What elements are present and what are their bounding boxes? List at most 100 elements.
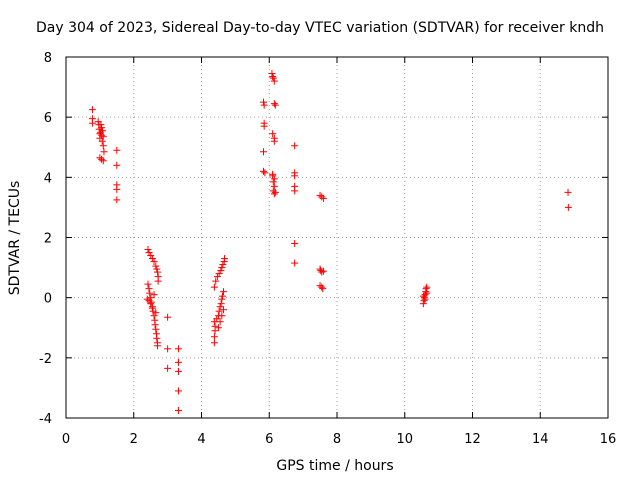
data-point bbox=[152, 325, 160, 333]
data-point bbox=[291, 187, 299, 195]
data-point bbox=[220, 306, 228, 314]
x-tick-labels: 0 2 4 6 8 10 12 14 16 bbox=[62, 432, 616, 447]
data-point bbox=[99, 157, 107, 165]
data-point bbox=[319, 267, 327, 275]
data-point bbox=[259, 167, 267, 175]
data-point bbox=[217, 267, 225, 275]
data-point bbox=[153, 268, 161, 276]
data-point bbox=[88, 119, 96, 127]
data-point bbox=[145, 249, 153, 257]
data-point bbox=[421, 295, 429, 303]
data-point bbox=[147, 252, 155, 260]
data-point bbox=[153, 265, 161, 273]
data-point bbox=[216, 303, 224, 311]
x-tick-label: 0 bbox=[62, 432, 70, 447]
data-point bbox=[261, 169, 269, 177]
data-point bbox=[174, 358, 182, 366]
data-point bbox=[164, 313, 172, 321]
data-point bbox=[269, 73, 277, 81]
data-point bbox=[143, 295, 151, 303]
data-point bbox=[564, 188, 572, 196]
x-tick-label: 12 bbox=[464, 432, 481, 447]
data-point bbox=[271, 101, 279, 109]
data-point bbox=[211, 327, 219, 335]
data-point bbox=[213, 315, 221, 323]
x-tick-label: 10 bbox=[396, 432, 413, 447]
data-point bbox=[217, 300, 225, 308]
data-point bbox=[219, 261, 227, 269]
data-point bbox=[316, 191, 324, 199]
data-point bbox=[153, 342, 161, 350]
x-tick-label: 14 bbox=[532, 432, 549, 447]
data-point bbox=[100, 148, 108, 156]
data-point bbox=[113, 161, 121, 169]
data-point bbox=[318, 268, 326, 276]
data-point bbox=[113, 146, 121, 154]
data-point bbox=[164, 364, 172, 372]
data-point bbox=[420, 294, 428, 302]
data-point bbox=[212, 277, 220, 285]
data-point bbox=[145, 285, 153, 293]
y-tick-label: 6 bbox=[44, 111, 52, 126]
data-point bbox=[270, 100, 278, 108]
data-point bbox=[319, 194, 327, 202]
data-point bbox=[291, 240, 299, 248]
data-point bbox=[419, 292, 427, 300]
x-tick-label: 16 bbox=[600, 432, 617, 447]
y-tick-label: 2 bbox=[44, 232, 52, 247]
data-point bbox=[270, 137, 278, 145]
data-point bbox=[422, 285, 430, 293]
data-point bbox=[147, 294, 155, 302]
data-point bbox=[174, 387, 182, 395]
axis-ticks bbox=[65, 56, 609, 419]
data-point bbox=[270, 175, 278, 183]
data-point bbox=[291, 172, 299, 180]
data-point bbox=[423, 283, 431, 291]
data-point bbox=[148, 255, 156, 263]
data-point bbox=[150, 291, 158, 299]
data-point bbox=[99, 142, 107, 150]
data-point bbox=[174, 367, 182, 375]
data-point bbox=[150, 258, 158, 266]
data-point bbox=[269, 74, 277, 82]
data-point bbox=[97, 121, 105, 129]
data-point bbox=[269, 178, 277, 186]
data-point bbox=[150, 312, 158, 320]
data-points bbox=[88, 70, 572, 414]
data-point bbox=[259, 148, 267, 156]
data-point bbox=[146, 289, 154, 297]
data-point bbox=[144, 280, 152, 288]
y-tick-label: 4 bbox=[44, 171, 52, 186]
y-tick-label: -2 bbox=[39, 352, 52, 367]
x-tick-label: 2 bbox=[130, 432, 138, 447]
data-point bbox=[174, 345, 182, 353]
data-point bbox=[318, 283, 326, 291]
data-point bbox=[99, 133, 107, 141]
data-point bbox=[152, 262, 160, 270]
data-point bbox=[113, 185, 121, 193]
data-point bbox=[99, 127, 107, 135]
chart-title: Day 304 of 2023, Sidereal Day-to-day VTE… bbox=[36, 20, 604, 36]
data-point bbox=[215, 307, 223, 315]
data-point bbox=[214, 324, 222, 332]
x-tick-label: 8 bbox=[333, 432, 341, 447]
y-tick-labels: -4 -2 0 2 4 6 8 bbox=[39, 51, 52, 427]
data-point bbox=[291, 142, 299, 150]
data-point bbox=[151, 321, 159, 329]
data-point bbox=[164, 345, 172, 353]
data-point bbox=[147, 300, 155, 308]
data-point bbox=[98, 131, 106, 139]
x-tick-label: 4 bbox=[197, 432, 205, 447]
data-point bbox=[88, 106, 96, 114]
data-point bbox=[210, 333, 218, 341]
data-point bbox=[564, 203, 572, 211]
data-point bbox=[219, 292, 227, 300]
data-point bbox=[269, 130, 277, 138]
data-point bbox=[215, 270, 223, 278]
data-point bbox=[98, 137, 106, 145]
data-point bbox=[270, 190, 278, 198]
data-point bbox=[270, 182, 278, 190]
data-point bbox=[148, 304, 156, 312]
data-point bbox=[220, 288, 228, 296]
